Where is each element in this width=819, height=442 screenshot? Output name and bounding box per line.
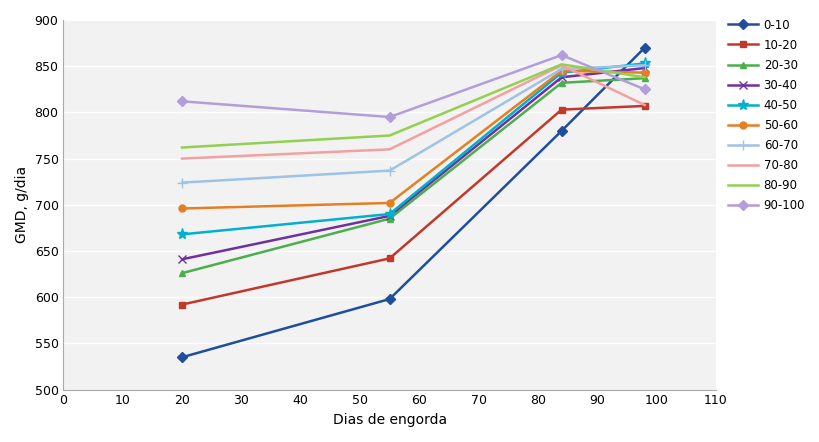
Line: 80-90: 80-90 [182, 65, 644, 148]
80-90 [639, 75, 649, 80]
10-20 [177, 302, 187, 307]
Line: 40-50: 40-50 [176, 58, 649, 240]
50-60 [556, 68, 566, 73]
40-50 [177, 232, 187, 237]
20-30 [384, 216, 394, 221]
30-40 [384, 213, 394, 218]
Line: 30-40: 30-40 [178, 64, 648, 263]
40-50 [556, 70, 566, 75]
90-100 [639, 87, 649, 92]
10-20 [384, 256, 394, 261]
20-30 [556, 80, 566, 85]
70-80 [177, 156, 187, 161]
70-80 [639, 103, 649, 108]
60-70 [639, 63, 649, 68]
80-90 [384, 133, 394, 138]
Line: 20-30: 20-30 [179, 75, 647, 277]
0-10 [384, 297, 394, 302]
Line: 70-80: 70-80 [182, 65, 644, 159]
40-50 [639, 61, 649, 66]
Line: 50-60: 50-60 [179, 67, 647, 212]
30-40 [177, 257, 187, 262]
0-10 [177, 354, 187, 360]
60-70 [177, 180, 187, 185]
10-20 [556, 107, 566, 112]
10-20 [639, 103, 649, 109]
40-50 [384, 211, 394, 217]
70-80 [384, 147, 394, 152]
80-90 [177, 145, 187, 150]
30-40 [556, 75, 566, 80]
Legend: 0-10, 10-20, 20-30, 30-40, 40-50, 50-60, 60-70, 70-80, 80-90, 90-100: 0-10, 10-20, 20-30, 30-40, 40-50, 50-60,… [727, 19, 804, 212]
X-axis label: Dias de engorda: Dias de engorda [333, 413, 446, 427]
90-100 [384, 114, 394, 120]
90-100 [177, 99, 187, 104]
Line: 90-100: 90-100 [179, 52, 647, 121]
50-60 [639, 70, 649, 75]
50-60 [177, 206, 187, 211]
90-100 [556, 53, 566, 58]
80-90 [556, 62, 566, 67]
Y-axis label: GMD, g/dia: GMD, g/dia [15, 166, 29, 244]
Line: 60-70: 60-70 [177, 61, 649, 187]
Line: 0-10: 0-10 [179, 44, 647, 361]
50-60 [384, 200, 394, 206]
30-40 [639, 65, 649, 71]
70-80 [556, 63, 566, 68]
60-70 [384, 168, 394, 173]
60-70 [556, 66, 566, 72]
0-10 [639, 45, 649, 50]
20-30 [639, 76, 649, 81]
Line: 10-20: 10-20 [179, 103, 647, 308]
0-10 [556, 128, 566, 133]
20-30 [177, 271, 187, 276]
